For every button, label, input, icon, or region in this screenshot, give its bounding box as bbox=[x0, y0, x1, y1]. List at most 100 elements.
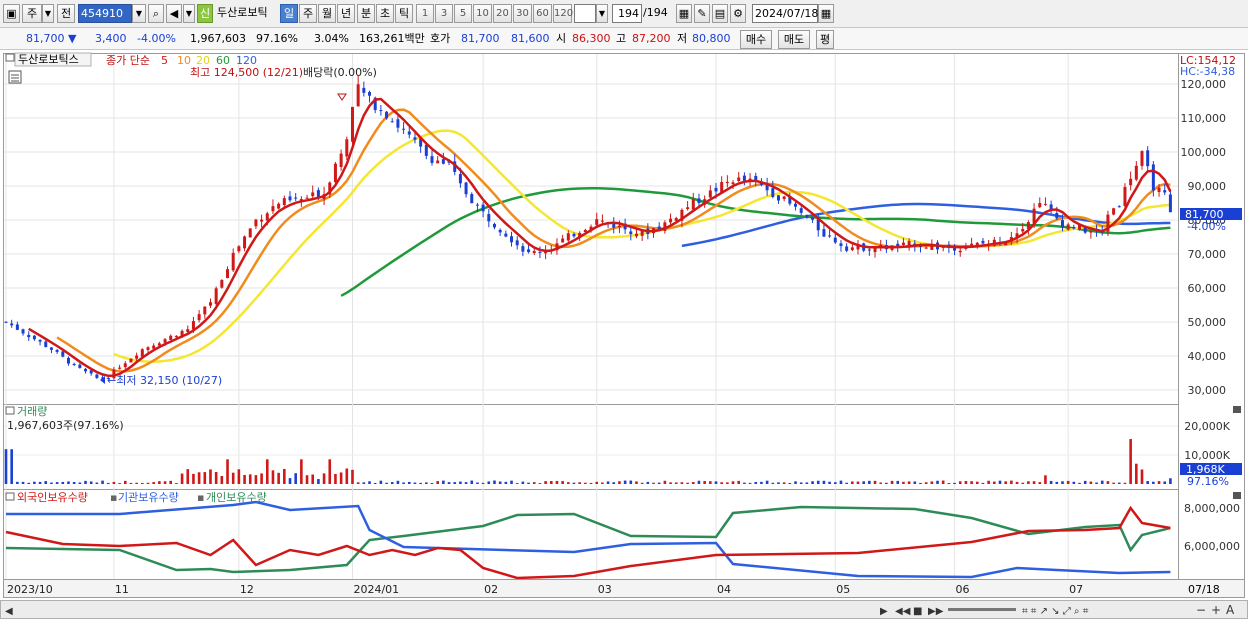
prev-button[interactable]: 전 bbox=[57, 4, 75, 23]
zoom-out-icon[interactable]: − bbox=[1196, 603, 1206, 617]
candle-body bbox=[271, 206, 275, 212]
candle-body bbox=[248, 228, 252, 238]
candle-body bbox=[294, 197, 298, 199]
calendar-icon[interactable]: ▦ bbox=[818, 4, 834, 23]
volume-bar bbox=[1129, 439, 1132, 484]
draw-tools-icon[interactable]: ⌗ ⌗ ↗ ↘ ⤢ ⌕ ⌗ bbox=[1022, 606, 1089, 617]
turnover-rate: 3.04% bbox=[314, 32, 349, 45]
volume-bar bbox=[1027, 481, 1030, 484]
volume-bar bbox=[146, 482, 150, 484]
y-tick-label: 120,000 bbox=[1181, 78, 1227, 91]
volume-bar bbox=[407, 481, 411, 484]
zoom-in-icon[interactable]: + bbox=[1211, 603, 1221, 617]
volume-bar bbox=[1106, 481, 1110, 484]
volume-bar bbox=[930, 481, 934, 484]
volume-bar bbox=[254, 475, 258, 484]
buy-button[interactable]: 매수 bbox=[740, 30, 772, 49]
volume-close-icon[interactable] bbox=[1233, 406, 1241, 413]
scroll-stop-icon[interactable]: ■ bbox=[913, 606, 922, 617]
volume-menu-icon[interactable] bbox=[5, 406, 15, 415]
volume-ratio: 97.16% bbox=[256, 32, 298, 45]
candle-body bbox=[396, 119, 400, 128]
candle-body bbox=[186, 329, 190, 333]
volume-bar bbox=[1061, 481, 1064, 484]
volume-bar bbox=[924, 482, 928, 484]
period-minute-tab[interactable]: 분 bbox=[357, 4, 375, 23]
candle-body bbox=[368, 92, 372, 96]
search-icon[interactable]: ⌕ bbox=[148, 4, 164, 23]
volume-bar bbox=[1135, 463, 1138, 484]
candle-body bbox=[555, 243, 559, 251]
chart-tools-icon[interactable] bbox=[8, 70, 22, 84]
holding-close-icon[interactable] bbox=[1233, 492, 1241, 499]
volume-bar bbox=[811, 481, 814, 484]
interval-120-button[interactable]: 120 bbox=[553, 4, 573, 23]
period-day-tab[interactable]: 일 bbox=[280, 4, 298, 23]
settings-icon[interactable]: ⚙ bbox=[730, 4, 746, 23]
interval-20-button[interactable]: 20 bbox=[493, 4, 512, 23]
interval-3-button[interactable]: 3 bbox=[435, 4, 453, 23]
grid-icon[interactable]: ▦ bbox=[676, 4, 692, 23]
stock-code-input[interactable]: 454910 bbox=[78, 4, 132, 23]
scroll-left-icon[interactable]: ◀ bbox=[5, 606, 13, 617]
candle-body bbox=[208, 302, 212, 306]
candle-body bbox=[123, 363, 127, 368]
volume-bar bbox=[1152, 481, 1155, 484]
candle-body bbox=[521, 246, 525, 252]
volume-bar bbox=[197, 472, 201, 484]
volume-bar bbox=[396, 480, 400, 484]
scroll-first-icon[interactable]: ◀◀ bbox=[895, 606, 911, 617]
volume-bar bbox=[425, 482, 428, 484]
interval-60-button[interactable]: 60 bbox=[533, 4, 552, 23]
candle-body bbox=[288, 196, 292, 201]
period-tick-tab[interactable]: 틱 bbox=[395, 4, 413, 23]
speaker-dropdown-icon[interactable]: ▼ bbox=[183, 4, 195, 23]
draw-tool-icon[interactable]: ✎ bbox=[694, 4, 710, 23]
candle-body bbox=[203, 306, 207, 315]
interval-5-button[interactable]: 5 bbox=[454, 4, 472, 23]
period-second-tab[interactable]: 초 bbox=[376, 4, 394, 23]
window-menu-icon[interactable]: ▣ bbox=[3, 4, 20, 23]
scroll-right-icon[interactable]: ▶ bbox=[880, 606, 888, 617]
volume-bar bbox=[101, 480, 104, 484]
candle-body bbox=[453, 161, 457, 172]
interval-10-button[interactable]: 10 bbox=[473, 4, 492, 23]
name-tag[interactable] bbox=[14, 52, 92, 67]
candle-body bbox=[38, 339, 42, 342]
type-dropdown-icon[interactable]: ▼ bbox=[42, 4, 54, 23]
zoom-slider[interactable] bbox=[948, 608, 1016, 611]
code-dropdown-icon[interactable]: ▼ bbox=[132, 4, 146, 23]
custom-interval-dropdown-icon[interactable]: ▼ bbox=[596, 4, 608, 23]
candle-body bbox=[305, 197, 309, 199]
volume-bar bbox=[873, 480, 877, 484]
save-icon[interactable]: ▤ bbox=[712, 4, 728, 23]
interval-30-button[interactable]: 30 bbox=[513, 4, 532, 23]
candle-body bbox=[1157, 187, 1161, 192]
date-input[interactable]: 2024/07/18 bbox=[752, 4, 818, 23]
interval-1-button[interactable]: 1 bbox=[416, 4, 434, 23]
panel-menu-icon[interactable] bbox=[5, 53, 15, 62]
scroll-last-icon[interactable]: ▶▶ bbox=[928, 606, 944, 617]
eval-button[interactable]: 평 bbox=[816, 30, 834, 49]
period-month-tab[interactable]: 월 bbox=[318, 4, 336, 23]
custom-interval-input[interactable] bbox=[574, 4, 596, 23]
candle-body bbox=[532, 251, 536, 254]
volume-bar bbox=[760, 481, 763, 484]
candle-body bbox=[794, 203, 798, 207]
volume-bar bbox=[442, 480, 445, 484]
holding-menu-icon[interactable] bbox=[5, 492, 15, 501]
data-count-input[interactable]: 194 bbox=[612, 4, 642, 23]
type-select[interactable]: 주 bbox=[22, 4, 42, 23]
volume-bar bbox=[1010, 480, 1013, 484]
period-year-tab[interactable]: 년 bbox=[337, 4, 355, 23]
volume-bar bbox=[44, 481, 48, 484]
speaker-icon[interactable]: ◀ bbox=[166, 4, 182, 23]
sell-button[interactable]: 매도 bbox=[778, 30, 810, 49]
candle-body bbox=[277, 203, 281, 209]
x-tick-label: 06 bbox=[956, 583, 970, 596]
volume-bar bbox=[1049, 480, 1053, 484]
candle-body bbox=[1004, 243, 1008, 246]
font-size-icon[interactable]: A bbox=[1226, 603, 1235, 617]
period-week-tab[interactable]: 주 bbox=[299, 4, 317, 23]
candle-body bbox=[634, 233, 638, 237]
